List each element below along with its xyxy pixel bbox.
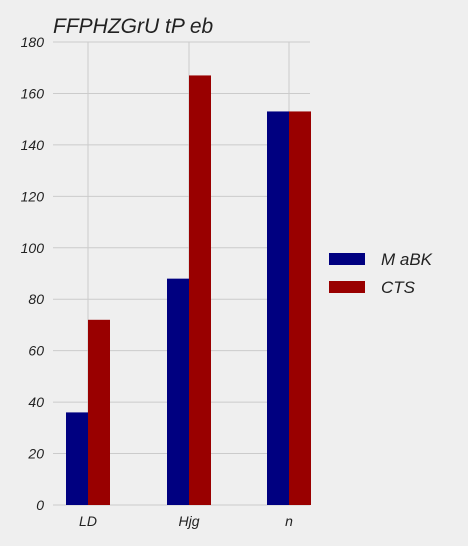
legend-swatch: [329, 281, 365, 293]
bar-series-2: [189, 75, 211, 505]
bar-series-2: [289, 111, 311, 505]
legend-label: CTS: [381, 278, 416, 297]
x-axis-tick-labels: LD Hjg n: [79, 513, 293, 529]
y-tick-label: 160: [21, 85, 45, 101]
legend: M aBK CTS: [329, 250, 433, 297]
y-axis-tick-labels: 0 20 40 60 80 100 120 140 160 180: [21, 34, 45, 513]
chart-title: FFPHZGrU tP eb: [53, 15, 214, 38]
y-tick-label: 100: [21, 240, 45, 256]
bar-series-1: [167, 278, 189, 505]
bars: [66, 75, 311, 505]
y-tick-label: 40: [28, 394, 44, 410]
x-tick-label: Hjg: [178, 513, 199, 529]
bar-series-1: [66, 412, 88, 505]
x-tick-label: LD: [79, 513, 97, 529]
y-tick-label: 0: [36, 497, 44, 513]
y-tick-label: 180: [21, 34, 45, 50]
bar-series-2: [88, 319, 110, 505]
y-tick-label: 60: [28, 343, 44, 359]
y-tick-label: 80: [28, 291, 44, 307]
y-tick-label: 140: [21, 137, 45, 153]
y-tick-label: 120: [21, 188, 45, 204]
legend-label: M aBK: [381, 250, 433, 269]
x-tick-label: n: [285, 513, 293, 529]
bar-series-1: [267, 111, 289, 505]
y-tick-label: 20: [27, 446, 44, 462]
legend-swatch: [329, 253, 365, 265]
